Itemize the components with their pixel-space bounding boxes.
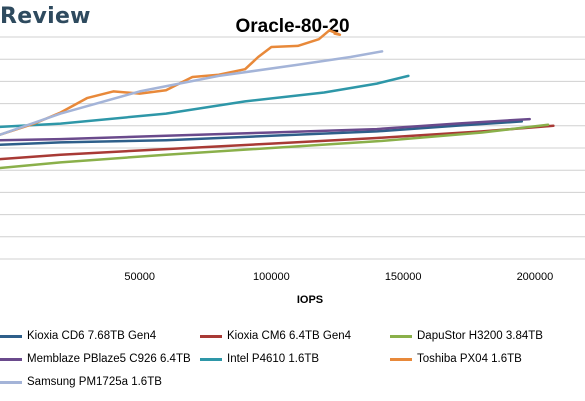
legend-label: Intel P4610 1.6TB xyxy=(227,353,320,365)
chart-title: Oracle-80-20 xyxy=(235,16,350,37)
legend-item: Toshiba PX04 1.6TB xyxy=(390,353,522,365)
series-line xyxy=(0,74,410,129)
series-line xyxy=(0,50,384,136)
legend-swatch xyxy=(0,357,22,361)
legend-label: Kioxia CD6 7.68TB Gen4 xyxy=(27,330,157,342)
legend-swatch xyxy=(0,334,22,338)
legend-label: Kioxia CM6 6.4TB Gen4 xyxy=(227,330,352,342)
series-line xyxy=(0,123,550,170)
legend-item: Kioxia CM6 6.4TB Gen4 xyxy=(200,330,351,342)
x-axis-label: IOPS xyxy=(297,294,323,306)
legend-label: Memblaze PBlaze5 C926 6.4TB xyxy=(27,353,191,365)
legend-swatch xyxy=(200,334,222,338)
legend-label: Samsung PM1725a 1.6TB xyxy=(27,376,162,388)
series-line xyxy=(0,120,524,146)
series-line xyxy=(0,117,531,142)
legend-label: DapuStor H3200 3.84TB xyxy=(417,330,543,342)
series-line xyxy=(0,29,342,136)
x-tick-label: 50000 xyxy=(124,271,155,283)
x-tick-label: 150000 xyxy=(385,271,422,283)
legend-item: Kioxia CD6 7.68TB Gen4 xyxy=(0,330,156,342)
legend-swatch xyxy=(390,357,412,361)
legend-item: Memblaze PBlaze5 C926 6.4TB xyxy=(0,353,191,365)
x-tick-label: 100000 xyxy=(253,271,290,283)
x-tick-label: 200000 xyxy=(517,271,554,283)
series-lines xyxy=(0,29,555,170)
legend-item: DapuStor H3200 3.84TB xyxy=(390,330,543,342)
line-chart: 50000 100000 150000 200000 IOPS xyxy=(0,29,585,306)
legend-swatch xyxy=(200,357,222,361)
legend-item: Samsung PM1725a 1.6TB xyxy=(0,376,162,388)
chart-legend: Kioxia CD6 7.68TB Gen4 Kioxia CM6 6.4TB G… xyxy=(0,320,585,400)
legend-item: Intel P4610 1.6TB xyxy=(200,353,319,365)
gridlines xyxy=(0,36,585,260)
legend-swatch xyxy=(0,380,22,384)
legend-label: Toshiba PX04 1.6TB xyxy=(417,353,522,365)
brand-logo: Review xyxy=(0,4,91,29)
legend-swatch xyxy=(390,334,412,338)
x-axis-ticks: 50000 100000 150000 200000 xyxy=(124,271,553,283)
